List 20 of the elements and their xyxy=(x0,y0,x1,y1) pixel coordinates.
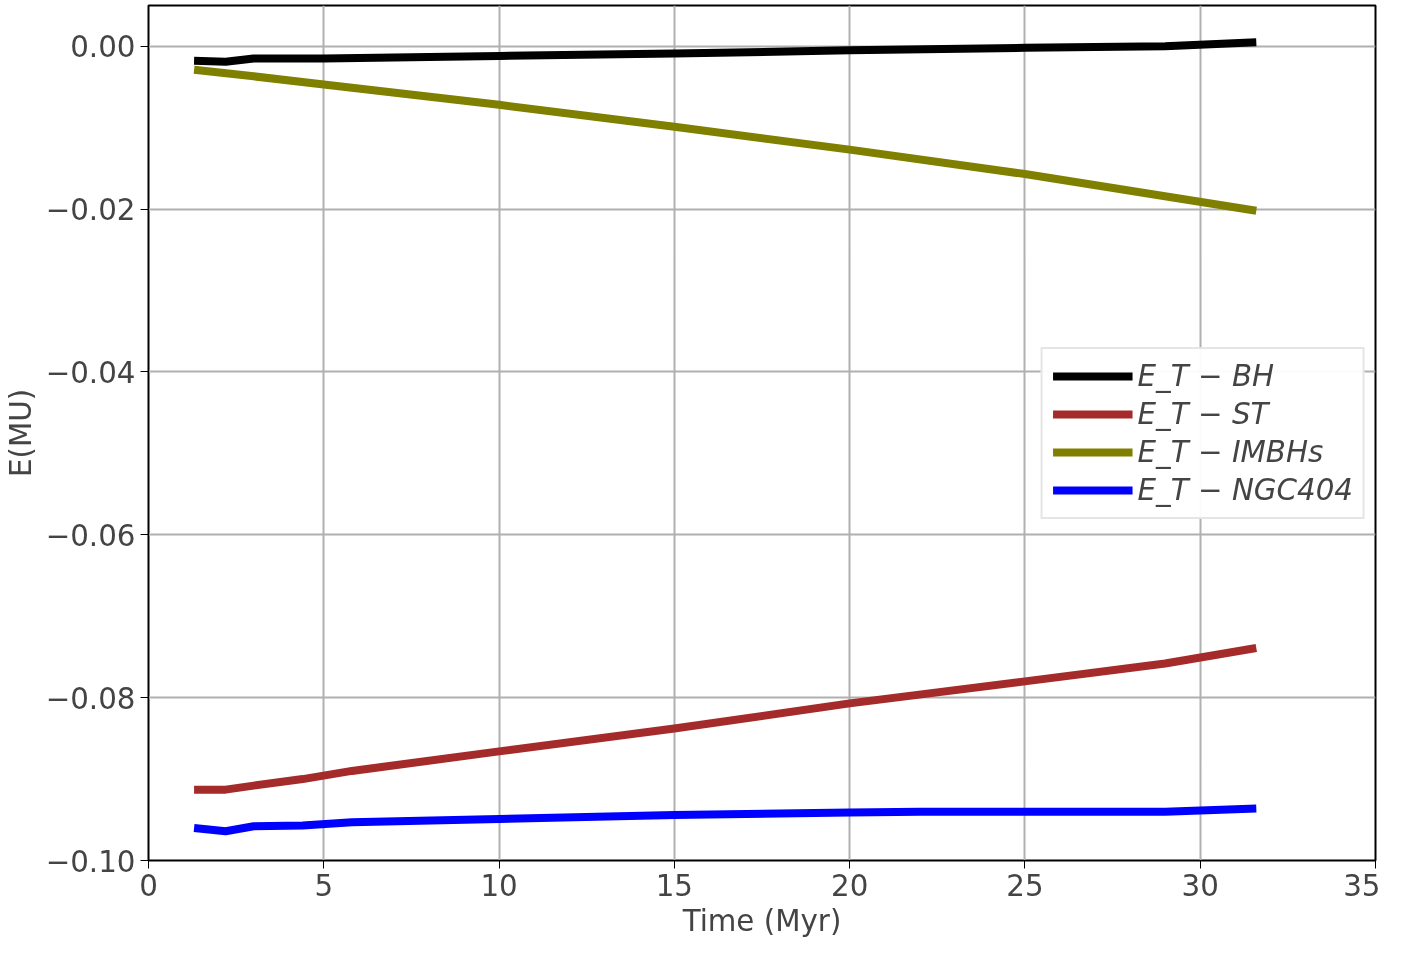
y-tick-label: −0.04 xyxy=(45,355,136,390)
y-axis-title: E(MU) xyxy=(3,388,38,478)
legend-label: E_T − NGC404 xyxy=(1137,472,1353,507)
x-tick-label: 0 xyxy=(139,868,158,903)
y-tick-label: −0.06 xyxy=(45,518,136,553)
x-tick-label: 5 xyxy=(314,868,334,903)
legend-label: E_T − ST xyxy=(1137,396,1269,431)
x-tick-label: 35 xyxy=(1343,868,1381,903)
x-tick-label: 15 xyxy=(655,868,694,903)
x-tick-label: 30 xyxy=(1181,868,1219,903)
legend-label: E_T − BH xyxy=(1137,358,1275,393)
y-tick-label: −0.10 xyxy=(45,844,136,879)
y-tick-label: −0.08 xyxy=(45,681,136,716)
x-tick-label: 25 xyxy=(1006,868,1044,903)
x-axis-title: Time (Myr) xyxy=(681,903,842,938)
y-tick-label: 0.00 xyxy=(70,30,136,65)
x-tick-label: 20 xyxy=(830,868,869,903)
y-tick-label: −0.02 xyxy=(45,193,136,228)
x-tick-label: 10 xyxy=(480,868,518,903)
legend-label: E_T − IMBHs xyxy=(1137,434,1324,469)
